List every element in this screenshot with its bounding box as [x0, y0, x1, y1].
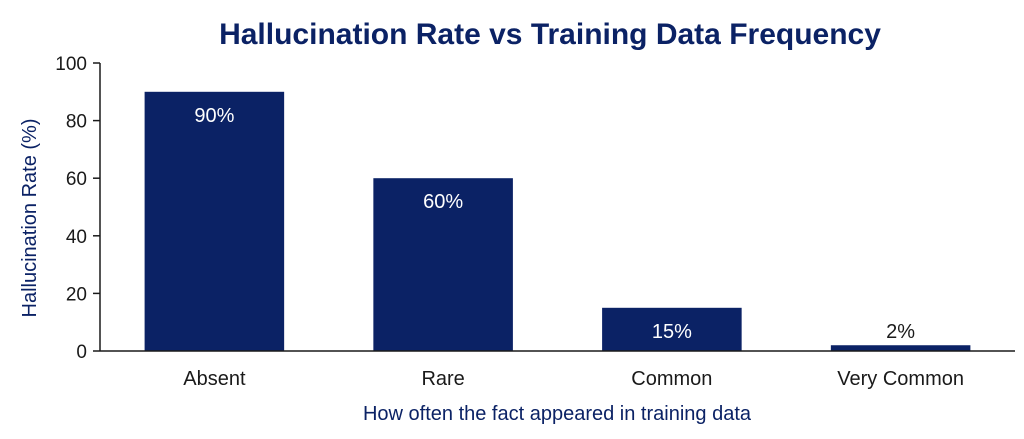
bar [144, 91, 285, 352]
bar [373, 178, 513, 351]
x-axis: Absent Rare Common Very Common [100, 350, 1015, 390]
y-tick-label: 40 [66, 227, 87, 248]
y-tick-label: 0 [76, 342, 87, 363]
x-tick-label: Very Common [837, 368, 964, 390]
data-label: 2% [886, 321, 915, 343]
y-tick-label: 20 [66, 284, 87, 305]
y-axis-label: Hallucination Rate (%) [19, 119, 41, 318]
y-tick-label: 60 [66, 169, 87, 190]
data-label: 15% [652, 321, 692, 343]
x-tick-label: Common [631, 368, 712, 390]
bar [830, 345, 971, 351]
x-tick-label: Absent [183, 368, 246, 390]
x-tick-label: Rare [421, 368, 464, 390]
y-tick-label: 100 [55, 54, 87, 75]
y-axis: 0 20 40 60 80 100 [55, 54, 101, 363]
chart-title: Hallucination Rate vs Training Data Freq… [219, 18, 881, 51]
data-label: 60% [423, 191, 463, 213]
bars: 90% 60% 15% 2% [144, 91, 971, 352]
y-tick-label: 80 [66, 112, 87, 133]
data-label: 90% [194, 105, 234, 127]
x-axis-label: How often the fact appeared in training … [363, 403, 752, 425]
bar [602, 307, 742, 351]
